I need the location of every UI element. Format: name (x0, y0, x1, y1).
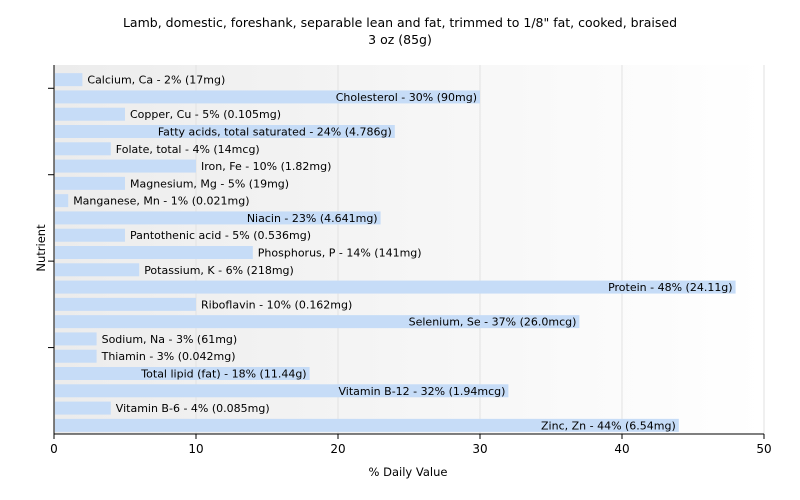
x-tick-label: 50 (756, 442, 771, 456)
bar-label: Sodium, Na - 3% (61mg) (102, 333, 238, 346)
x-axis-title: % Daily Value (369, 465, 448, 479)
bar-label: Protein - 48% (24.11g) (608, 281, 733, 294)
bar (55, 280, 736, 294)
bar (55, 194, 69, 208)
bar-label: Phosphorus, P - 14% (141mg) (258, 247, 422, 260)
bar-label: Vitamin B-6 - 4% (0.085mg) (116, 402, 270, 415)
bar-label: Iron, Fe - 10% (1.82mg) (201, 160, 331, 173)
bar (55, 176, 125, 190)
bar (55, 349, 97, 363)
bar (55, 142, 111, 156)
bar-label: Niacin - 23% (4.641mg) (247, 212, 378, 225)
bars-group: Calcium, Ca - 2% (17mg) Cholesterol - 30%… (55, 73, 736, 432)
bar-label: Zinc, Zn - 44% (6.54mg) (541, 419, 676, 432)
x-tick-label: 20 (330, 442, 345, 456)
x-tick-label: 10 (188, 442, 203, 456)
bar-label: Cholesterol - 30% (90mg) (336, 91, 477, 104)
bar-label: Manganese, Mn - 1% (0.021mg) (73, 195, 249, 208)
bar-label: Folate, total - 4% (14mcg) (116, 143, 260, 156)
bar (55, 211, 381, 225)
bar (55, 384, 509, 398)
y-ticks-group (48, 87, 54, 349)
bar-label: Magnesium, Mg - 5% (19mg) (130, 177, 289, 190)
bar (55, 73, 83, 87)
x-tick-label: 40 (614, 442, 629, 456)
bar (55, 107, 125, 121)
bar-label: Thiamin - 3% (0.042mg) (101, 350, 236, 363)
bar (55, 228, 125, 242)
bar (55, 159, 196, 173)
bar (55, 315, 580, 329)
chart-title: Lamb, domestic, foreshank, separable lea… (123, 15, 677, 30)
bar-label: Calcium, Ca - 2% (17mg) (87, 74, 225, 87)
bar-label: Total lipid (fat) - 18% (11.44g) (140, 368, 306, 381)
x-tick-label: 30 (472, 442, 487, 456)
x-ticks-group: 0 10 20 30 40 50 (50, 434, 772, 456)
bar (55, 401, 111, 415)
bar-label: Selenium, Se - 37% (26.0mcg) (409, 316, 577, 329)
bar (55, 297, 196, 311)
bar-label: Potassium, K - 6% (218mg) (144, 264, 294, 277)
bar (55, 246, 253, 259)
y-axis-title: Nutrient (34, 224, 48, 272)
bar-label: Copper, Cu - 5% (0.105mg) (130, 108, 281, 121)
bar (55, 90, 480, 104)
chart-subtitle: 3 oz (85g) (368, 32, 432, 47)
bar (55, 367, 310, 380)
x-tick-label: 0 (50, 442, 58, 456)
bar (55, 332, 97, 346)
bar (55, 418, 679, 432)
bar-label: Fatty acids, total saturated - 24% (4.78… (158, 126, 392, 139)
bar-label: Pantothenic acid - 5% (0.536mg) (130, 229, 311, 242)
bar-label: Vitamin B-12 - 32% (1.94mcg) (339, 385, 506, 398)
bar (55, 125, 395, 138)
axes-group (53, 65, 764, 435)
bar-label: Riboflavin - 10% (0.162mg) (201, 298, 352, 311)
bar (55, 263, 140, 277)
